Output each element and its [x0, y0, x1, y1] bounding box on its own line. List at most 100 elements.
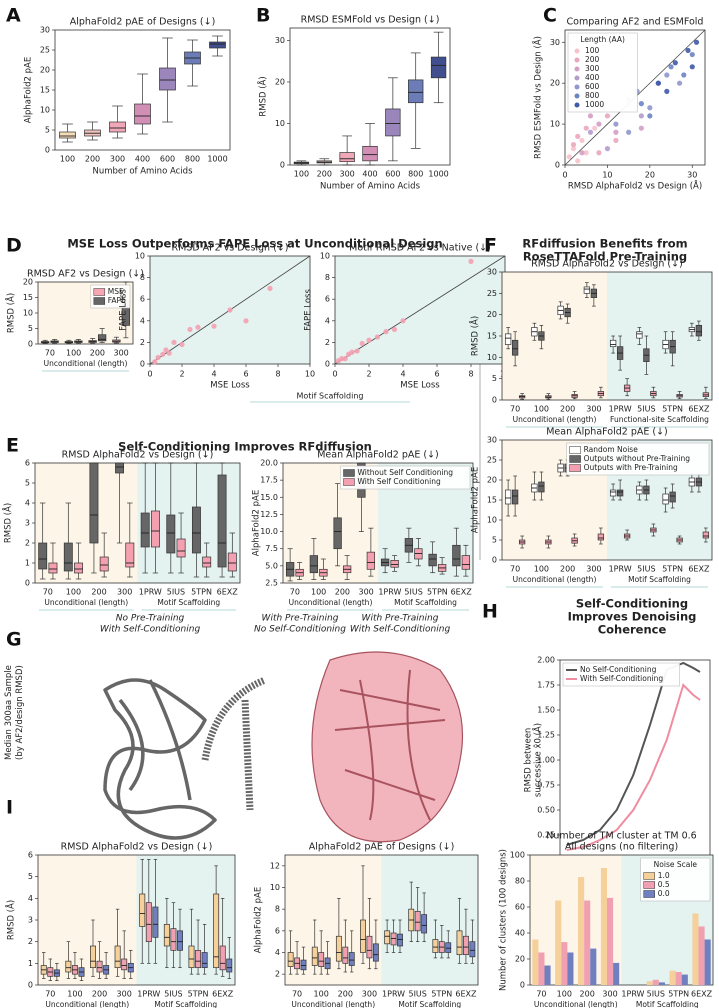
point	[342, 356, 348, 362]
heading: RFdiffusion Benefits from	[522, 237, 687, 251]
box	[432, 939, 439, 953]
group-label: Unconditional (length)	[513, 415, 597, 424]
x-tick-label: 1PRW	[609, 565, 632, 574]
legend-label: With Self-Conditioning	[580, 674, 663, 683]
caption: With Pre-Training	[362, 614, 439, 624]
point	[359, 340, 365, 347]
point	[227, 307, 233, 313]
point	[689, 51, 695, 58]
legend-swatch	[574, 48, 580, 54]
bar	[567, 952, 574, 985]
x-tick-label: 1PRW	[382, 990, 405, 999]
legend-swatch	[574, 57, 580, 63]
legend-label: With Self Conditioning	[358, 477, 442, 486]
y-tick-label: 10	[40, 106, 50, 115]
axis-label: RMSD (Å)	[469, 316, 481, 356]
y-tick-label: 20	[40, 66, 50, 75]
legend-label: FAPE	[108, 296, 126, 305]
point	[596, 150, 602, 156]
bar	[607, 897, 614, 985]
chart-title: Motif RMSD AF2 vs Native (↓)	[349, 243, 491, 254]
chart-title: Number of TM cluster at TM 0.6	[546, 831, 696, 842]
x-tick-label: 6EXZ	[688, 565, 710, 574]
box	[188, 945, 195, 969]
point	[579, 137, 585, 144]
chart-title: Mean AlphaFold2 pAE (↓)	[317, 450, 439, 461]
heading: Coherence	[598, 623, 667, 637]
box	[428, 553, 437, 567]
box	[616, 489, 624, 497]
heading: MSE Loss Outperforms FAPE Loss at Uncond…	[67, 237, 442, 251]
box	[504, 489, 512, 505]
x-tick-label: 70	[290, 588, 300, 597]
x-tick-label: 5TPN	[431, 990, 452, 999]
panel-letter: E	[6, 435, 19, 457]
group-label: Unconditional (length)	[513, 575, 597, 584]
x-tick-label: 4	[400, 370, 405, 379]
y-tick-label: 30	[487, 268, 497, 277]
x-tick-label: 1PRW	[378, 588, 401, 597]
y-tick-label: 6	[275, 926, 280, 935]
group-background	[381, 855, 478, 985]
y-tick-label: 0	[280, 161, 285, 170]
point	[354, 348, 360, 354]
y-tick-label: 0	[492, 396, 497, 405]
box	[372, 943, 379, 962]
chart-title: RMSD AlphaFold2 vs Design (↓)	[531, 259, 683, 270]
point	[187, 326, 193, 333]
y-tick-label: 30	[275, 36, 285, 45]
axis-label: successive x̂0 (Å)	[532, 723, 544, 797]
y-tick-label: 20	[550, 79, 560, 88]
box	[430, 56, 447, 79]
x-tick-label: 30	[687, 171, 697, 180]
y-tick-label: 10	[275, 119, 285, 128]
point	[604, 113, 611, 119]
x-tick-label: 6EXZ	[451, 588, 473, 597]
box	[109, 121, 126, 133]
point	[626, 129, 632, 135]
chart-title: RMSD AF2 vs Design (↓)	[27, 269, 144, 280]
chart-title: Comparing AF2 and ESMFold	[567, 17, 704, 28]
bar	[692, 913, 699, 985]
plot-frame	[564, 29, 706, 166]
y-tick-label: 12	[270, 861, 280, 870]
x-tick-label: 6EXZ	[455, 990, 477, 999]
x-tick-label: 100	[294, 170, 309, 179]
point	[243, 318, 249, 324]
point	[195, 324, 201, 330]
y-tick-label: 6	[28, 851, 33, 860]
group-label: Unconditional (length)	[534, 1000, 618, 1008]
x-tick-label: 5IUS	[167, 588, 185, 597]
box	[421, 914, 428, 934]
x-tick-label: 5TPN	[662, 405, 683, 414]
point	[672, 60, 678, 66]
y-tick-label: 15	[487, 332, 497, 341]
box	[140, 512, 150, 548]
legend-box	[340, 465, 471, 490]
x-tick-label: 200	[560, 405, 575, 414]
y-tick-label: 15.0	[260, 493, 278, 502]
y-tick-label: 1.00	[537, 756, 555, 765]
y-tick-label: 20	[275, 77, 285, 86]
y-tick-label: 5	[492, 374, 497, 383]
x-tick-label: 200	[560, 565, 575, 574]
structure-illustrations	[103, 651, 464, 843]
panel-letter: F	[484, 235, 497, 257]
x-tick-label: 1PRW	[621, 990, 644, 999]
x-tick-label: 400	[135, 155, 150, 164]
x-tick-label: 6	[243, 370, 248, 379]
point	[583, 150, 589, 156]
x-tick-label: 5TPN	[427, 588, 448, 597]
diagonal	[334, 255, 506, 365]
point	[575, 133, 581, 139]
box	[390, 932, 397, 946]
axis-label: RMSD AlphaFold2 vs Design (Å)	[568, 180, 702, 192]
x-tick-label: 20	[645, 171, 655, 180]
box	[366, 935, 373, 959]
x-tick-label: 200	[580, 990, 595, 999]
y-tick-label: 4	[275, 948, 280, 957]
point	[400, 318, 406, 324]
box	[636, 331, 643, 339]
x-tick-label: 100	[66, 349, 81, 358]
x-tick-label: 300	[340, 170, 355, 179]
